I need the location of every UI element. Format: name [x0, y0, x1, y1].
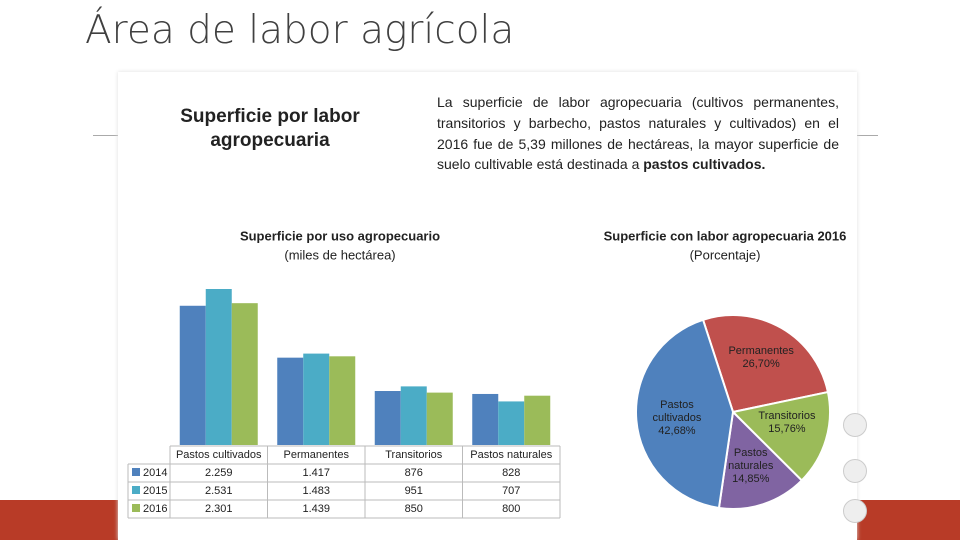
table-cell: 876	[405, 467, 423, 479]
legend-label: 2016	[143, 503, 167, 515]
pie-title: Superficie con labor agropecuaria 2016	[604, 228, 847, 243]
zoom-button[interactable]	[843, 413, 867, 437]
zoom-button[interactable]	[843, 499, 867, 523]
zoom-button[interactable]	[843, 459, 867, 483]
legend-label: 2015	[143, 485, 167, 497]
pie-value: 26,70%	[742, 358, 780, 371]
table-cell: 2.301	[205, 503, 233, 515]
pie-category: Pastos cultivados	[652, 398, 702, 424]
table-cell: 800	[502, 503, 520, 515]
footer-band	[857, 500, 960, 540]
bar	[498, 401, 525, 445]
legend-swatch	[132, 504, 140, 512]
pie-category: Pastos naturales	[728, 447, 774, 473]
bar	[205, 289, 232, 445]
pie-label: Permanentes 26,70%	[722, 345, 800, 371]
pie-slice	[717, 409, 804, 510]
heading: Superficie por labor agropecuaria	[180, 106, 360, 151]
table-header: Pastos naturales	[470, 449, 552, 461]
bar	[472, 393, 499, 445]
bar	[277, 357, 304, 445]
bar	[329, 356, 356, 445]
pie-subtitle: (Porcentaje)	[690, 247, 761, 262]
pie-category: Transitorios	[758, 409, 816, 422]
pie-label: Pastos cultivados 42,68%	[638, 399, 716, 438]
pie-slice	[635, 318, 735, 510]
legend-swatch	[132, 468, 140, 476]
bar	[400, 386, 427, 445]
footer-band	[0, 500, 118, 540]
table-cell: 828	[502, 467, 520, 479]
pie-value: 14,85%	[732, 473, 770, 486]
table-cell: 850	[405, 503, 423, 515]
pie-slice	[701, 314, 830, 414]
bar-title: Superficie por uso agropecuario	[240, 228, 440, 243]
table-cell: 2.259	[205, 467, 233, 479]
table-cell: 707	[502, 485, 520, 497]
legend-swatch	[132, 486, 140, 494]
table-cell: 951	[405, 485, 423, 497]
table-cell: 1.439	[302, 503, 330, 515]
pie-value: 42,68%	[658, 424, 696, 437]
table-cell: 1.483	[302, 485, 330, 497]
table-header: Pastos cultivados	[176, 449, 262, 461]
pie-slice	[730, 390, 831, 482]
bar	[524, 395, 551, 445]
legend-label: 2014	[143, 467, 167, 479]
bar	[426, 392, 453, 445]
paragraph: La superficie de labor agropecuaria (cul…	[437, 92, 839, 175]
rule	[857, 135, 878, 136]
paragraph-bold: pastos cultivados.	[643, 156, 766, 173]
bar	[231, 303, 258, 445]
pie-value: 15,76%	[768, 422, 806, 435]
bar	[303, 353, 330, 445]
pie-label: Transitorios 15,76%	[748, 410, 826, 436]
table-header: Transitorios	[385, 449, 443, 461]
slide-title: Área de labor agrícola	[85, 8, 515, 53]
pie-category: Permanentes	[728, 345, 794, 358]
paragraph-text: La superficie de labor agropecuaria (cul…	[437, 94, 839, 173]
bar	[179, 305, 206, 445]
rule	[93, 135, 118, 136]
bar	[374, 391, 401, 445]
table-cell: 1.417	[302, 467, 330, 479]
bar-subtitle: (miles de hectárea)	[284, 247, 395, 262]
pie-label: Pastos naturales 14,85%	[712, 447, 790, 486]
table-cell: 2.531	[205, 485, 233, 497]
table-header: Permanentes	[284, 449, 350, 461]
